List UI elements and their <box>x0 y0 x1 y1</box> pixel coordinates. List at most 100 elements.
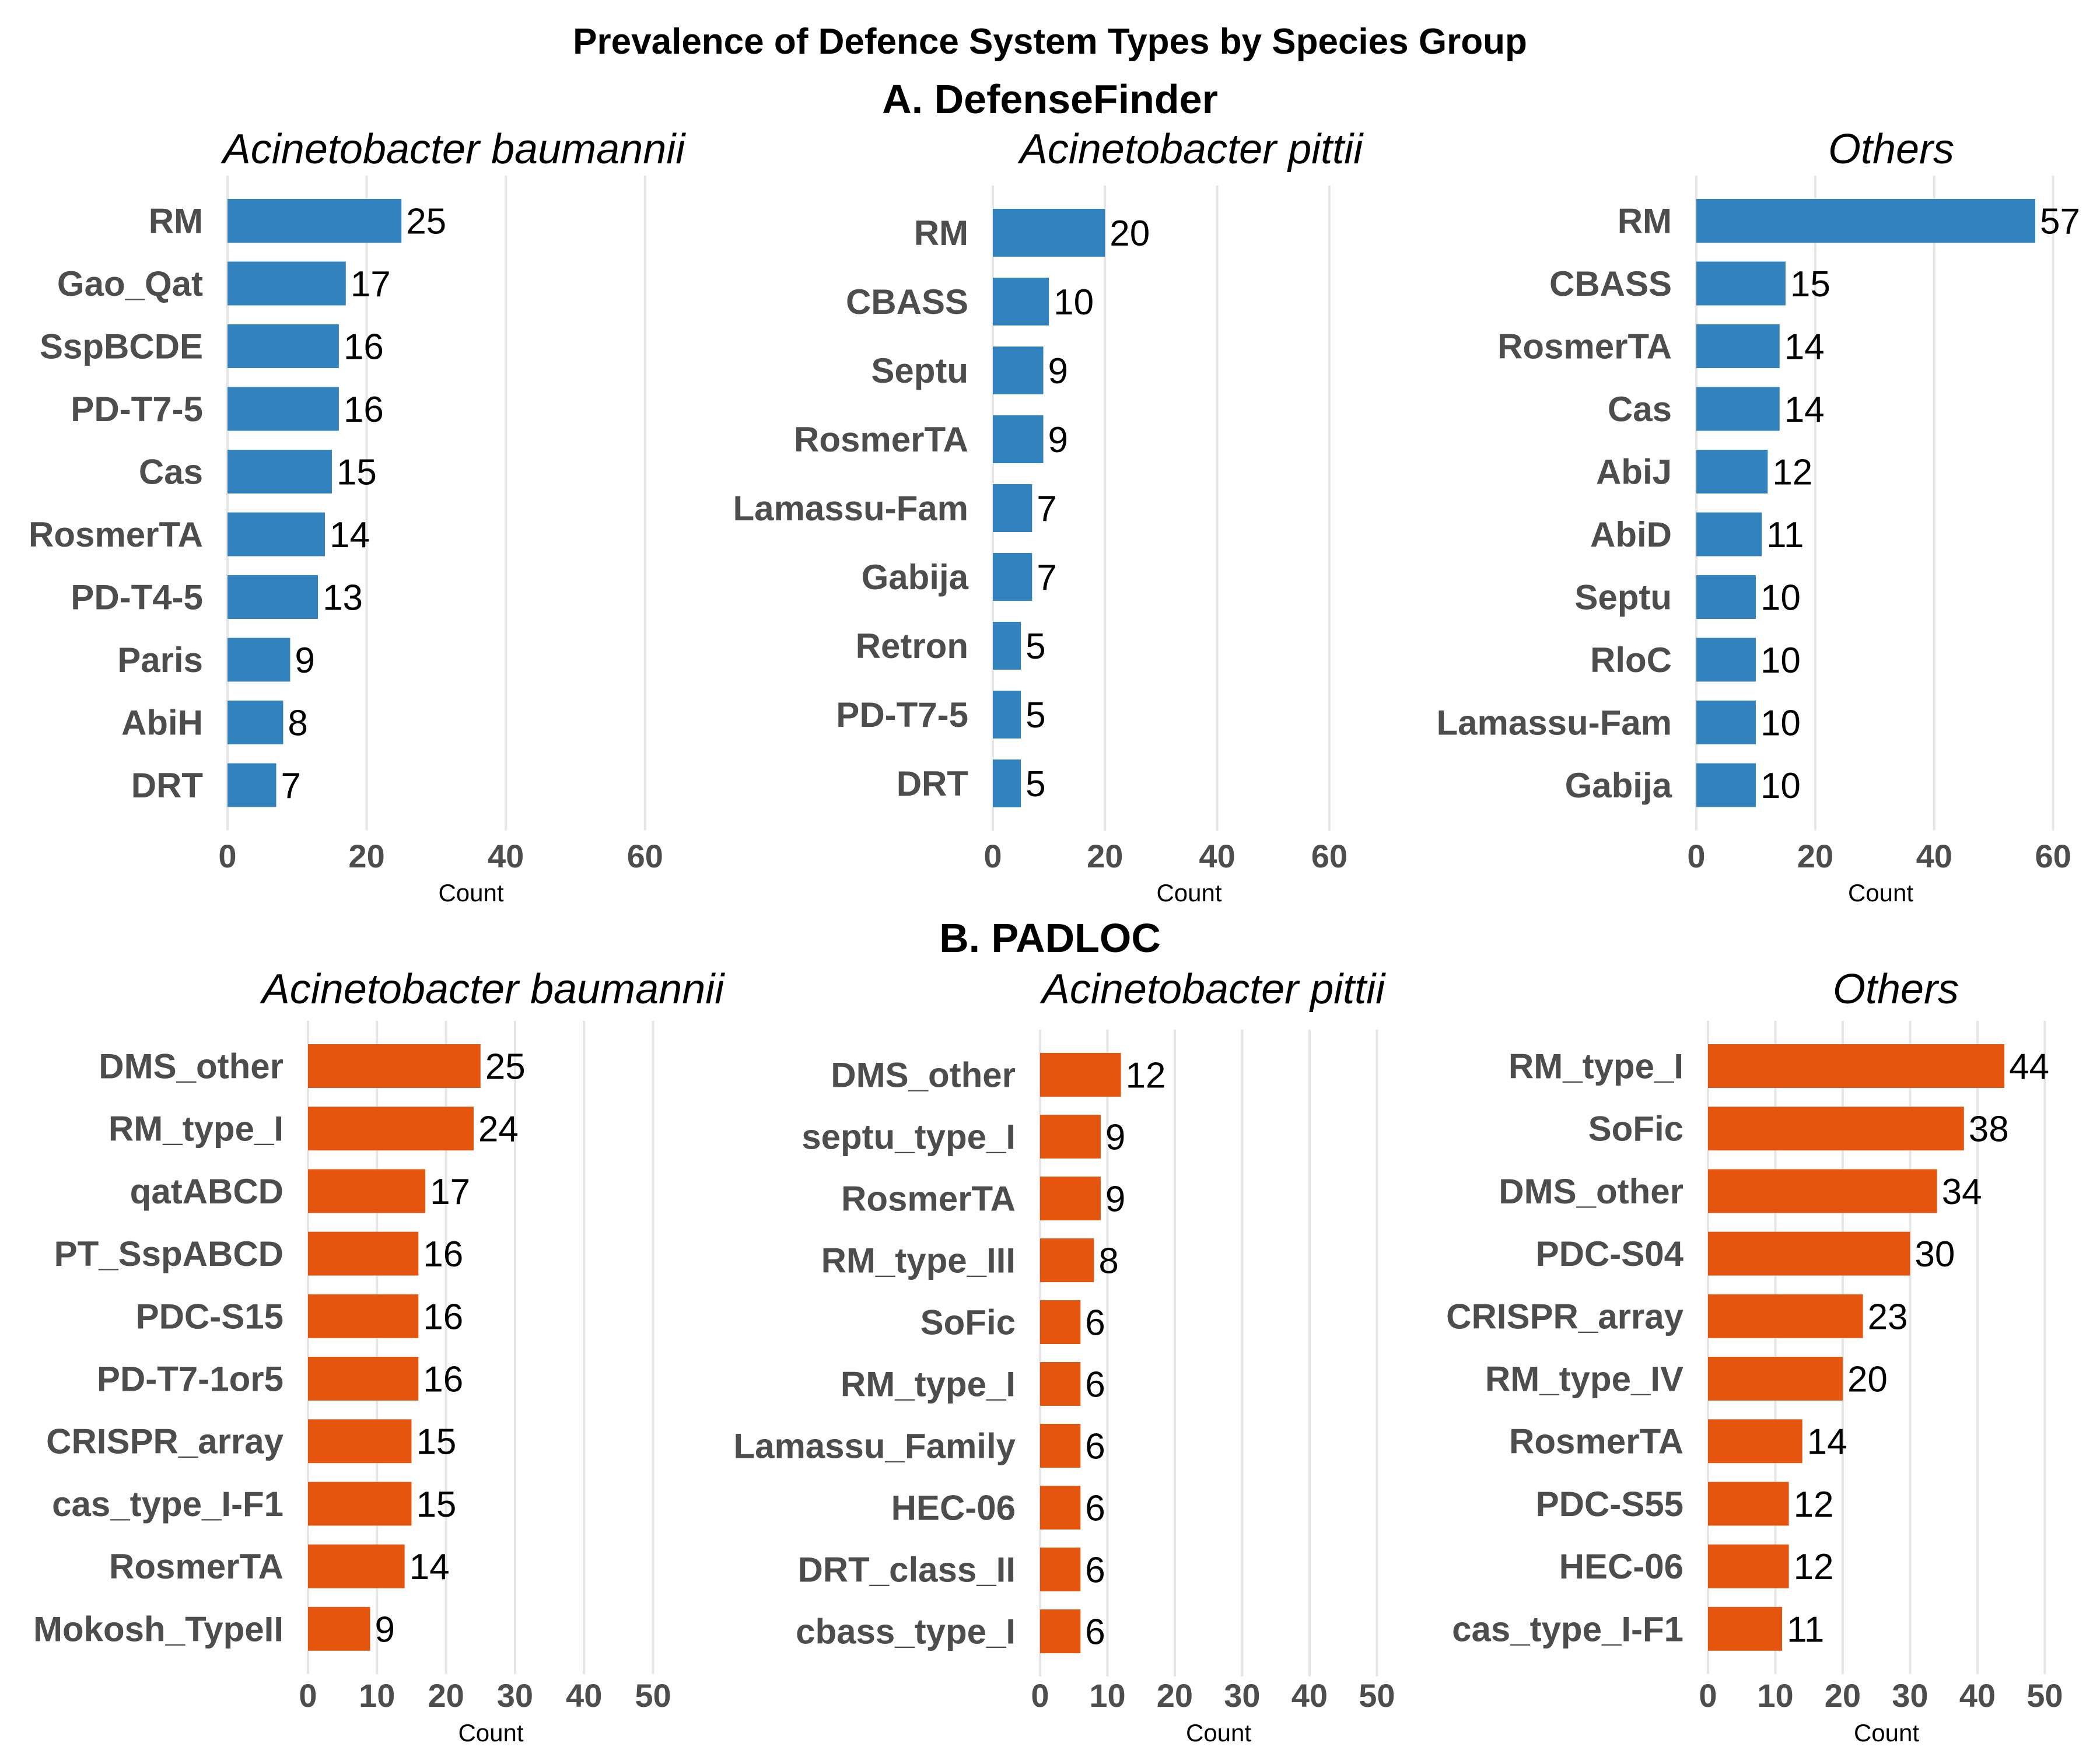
category-label: RosmerTA <box>841 1180 1016 1219</box>
value-label: 10 <box>1760 578 1801 618</box>
x-tick-label: 20 <box>428 1677 464 1714</box>
chart-panel-3: Others 0 20 40 60 RM 57 CBASS 15 RosmerTA 14 Cas 14 A… <box>1437 126 2080 907</box>
x-tick-label: 40 <box>1916 838 1952 874</box>
bar <box>1040 1177 1101 1220</box>
bar <box>993 346 1044 394</box>
category-label: CRISPR_array <box>46 1422 284 1461</box>
value-label: 16 <box>344 390 384 430</box>
value-label: 5 <box>1026 626 1045 667</box>
bar <box>1040 1609 1081 1653</box>
x-tick-label: 20 <box>1797 838 1833 874</box>
category-label: DMS_other <box>99 1047 284 1086</box>
value-label: 14 <box>1784 327 1825 368</box>
bar <box>1040 1486 1081 1530</box>
x-tick-label: 20 <box>348 838 384 874</box>
bar <box>1696 324 1780 368</box>
bar <box>1040 1362 1081 1406</box>
section-title-b: B. PADLOC <box>939 915 1161 961</box>
category-label: DRT_class_II <box>797 1550 1016 1590</box>
x-tick-label: 0 <box>1699 1677 1717 1714</box>
category-label: RM_type_III <box>821 1241 1016 1280</box>
category-label: RosmerTA <box>794 420 968 459</box>
category-label: DMS_other <box>1499 1172 1684 1211</box>
value-label: 8 <box>1098 1241 1118 1282</box>
value-label: 9 <box>1105 1118 1125 1158</box>
value-label: 15 <box>416 1422 456 1462</box>
category-label: RM_type_IV <box>1485 1360 1684 1399</box>
bar <box>993 209 1105 257</box>
category-label: qatABCD <box>130 1172 284 1211</box>
category-label: SoFic <box>1588 1110 1684 1149</box>
bar <box>308 1044 481 1088</box>
bar <box>1696 638 1756 682</box>
category-label: SspBCDE <box>40 327 203 366</box>
x-axis-label: Count <box>1848 879 1913 907</box>
value-label: 12 <box>1126 1056 1166 1096</box>
value-label: 34 <box>1942 1172 1982 1212</box>
value-label: 10 <box>1760 640 1801 681</box>
chart-panel-5: Acinetobacter pittii 0 10 20 30 40 50 DMS_other… <box>733 966 1395 1746</box>
value-label: 17 <box>430 1172 470 1212</box>
bar <box>308 1169 426 1213</box>
x-tick-label: 0 <box>299 1677 317 1714</box>
bar <box>1696 763 1756 807</box>
value-label: 17 <box>351 264 391 304</box>
value-label: 10 <box>1054 282 1094 323</box>
panel-title: Acinetobacter baumannii <box>220 126 686 173</box>
value-label: 12 <box>1794 1485 1834 1525</box>
value-label: 12 <box>1772 453 1812 493</box>
x-axis-label: Count <box>458 1719 523 1746</box>
category-label: CBASS <box>846 282 968 321</box>
chart-panel-4: Acinetobacter baumannii 0 10 20 30 40 50 DMS_ot… <box>33 966 725 1746</box>
value-label: 11 <box>1766 515 1804 555</box>
x-tick-label: 60 <box>1311 838 1348 874</box>
value-label: 15 <box>1790 264 1831 304</box>
bar <box>1696 701 1756 744</box>
category-label: DRT <box>897 764 968 803</box>
category-label: Retron <box>856 626 968 666</box>
value-label: 12 <box>1794 1547 1834 1587</box>
bar <box>1708 1482 1789 1526</box>
value-label: 13 <box>323 578 363 618</box>
category-label: RosmerTA <box>1509 1422 1684 1461</box>
x-tick-label: 30 <box>1224 1677 1260 1714</box>
bar <box>228 450 332 494</box>
bar <box>228 261 346 306</box>
category-label: RM_type_I <box>1508 1047 1684 1086</box>
x-tick-label: 30 <box>497 1677 533 1714</box>
value-label: 30 <box>1915 1234 1955 1275</box>
category-label: DMS_other <box>831 1056 1016 1095</box>
category-label: Lamassu_Family <box>733 1427 1016 1466</box>
x-tick-label: 0 <box>1687 838 1705 874</box>
panel-title: Acinetobacter pittii <box>1017 126 1364 173</box>
chart-panel-1: Acinetobacter baumannii 0 20 40 60 RM 25 Gao_Qa… <box>29 126 686 907</box>
x-tick-label: 0 <box>218 838 236 874</box>
panel-title: Others <box>1828 126 1954 173</box>
x-tick-label: 0 <box>984 838 1002 874</box>
category-label: DRT <box>131 766 203 805</box>
bar <box>1696 450 1768 494</box>
category-label: PDC-S55 <box>1536 1485 1684 1524</box>
bar <box>1708 1044 2005 1088</box>
category-label: AbiJ <box>1596 453 1672 492</box>
x-tick-label: 10 <box>1089 1677 1125 1714</box>
x-axis-label: Count <box>1156 879 1222 907</box>
bar <box>993 553 1032 601</box>
bar <box>308 1107 474 1151</box>
x-tick-label: 50 <box>635 1677 671 1714</box>
category-label: RM_type_I <box>841 1365 1016 1404</box>
value-label: 24 <box>478 1110 519 1150</box>
x-tick-label: 40 <box>488 838 524 874</box>
value-label: 6 <box>1085 1303 1105 1343</box>
category-label: RloC <box>1590 640 1672 680</box>
value-label: 7 <box>1037 558 1056 598</box>
category-label: Cas <box>139 453 203 492</box>
category-label: Gabija <box>1565 766 1672 805</box>
value-label: 16 <box>423 1234 463 1275</box>
bar <box>1040 1238 1094 1282</box>
value-label: 6 <box>1085 1489 1105 1529</box>
bar <box>228 575 318 619</box>
value-label: 38 <box>1969 1110 2009 1150</box>
bar <box>1040 1548 1081 1591</box>
